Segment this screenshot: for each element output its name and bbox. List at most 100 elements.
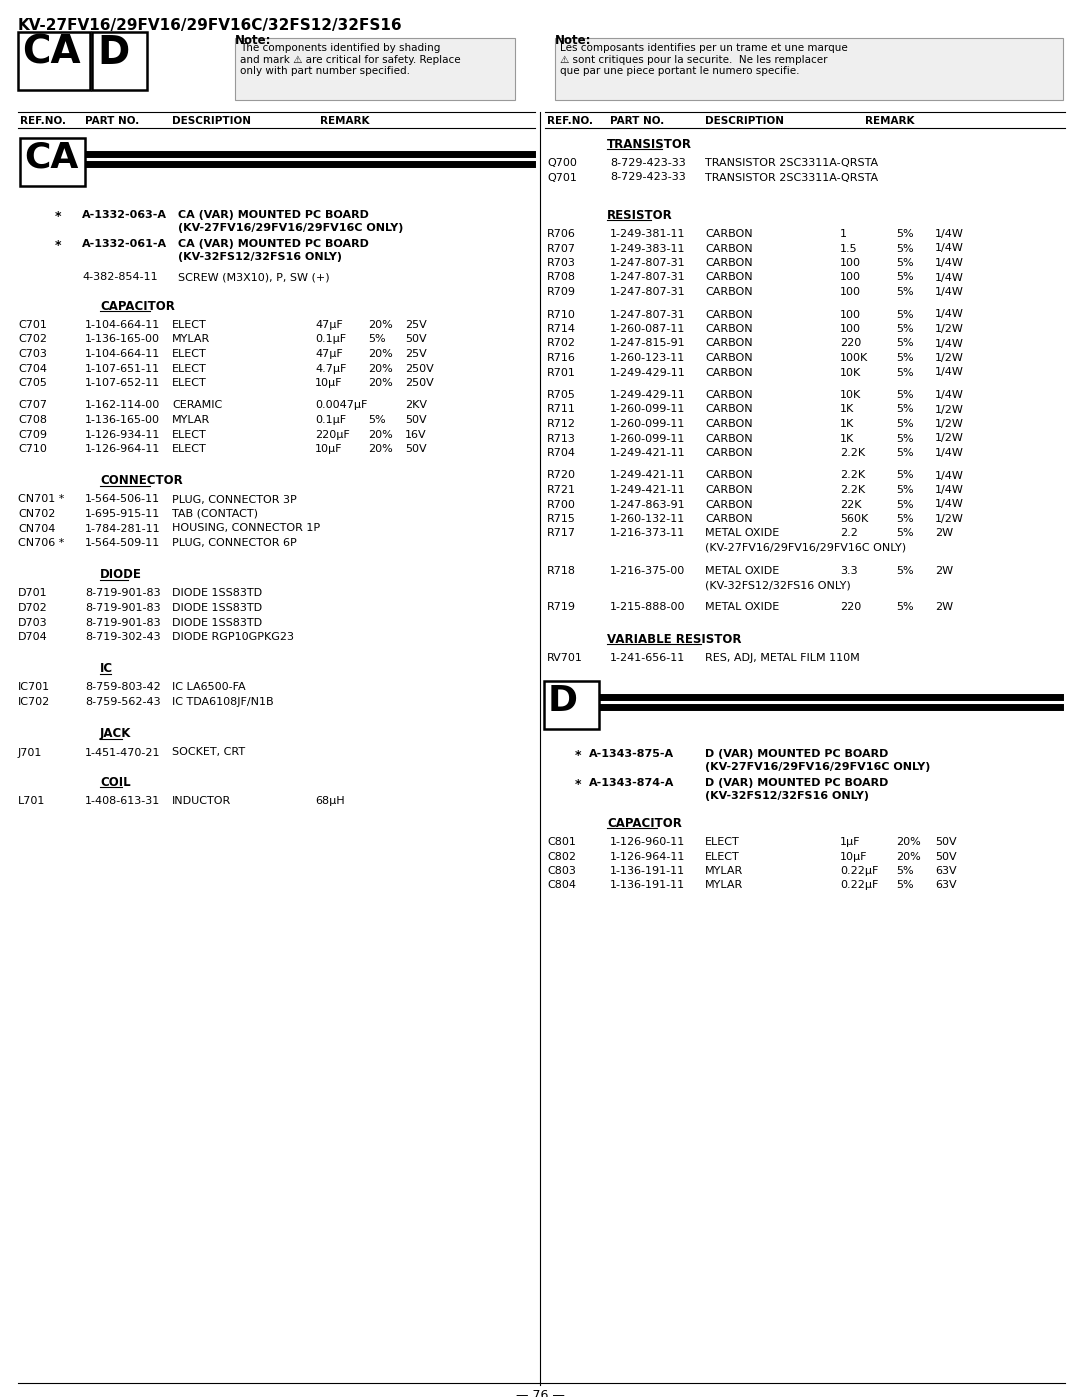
Text: C707: C707	[18, 401, 48, 411]
Text: J701: J701	[18, 747, 42, 757]
Text: Note:: Note:	[555, 34, 592, 47]
Text: D701: D701	[18, 588, 48, 598]
Text: 20%: 20%	[896, 837, 921, 847]
Text: 1/4W: 1/4W	[935, 448, 963, 458]
Text: R705: R705	[546, 390, 576, 400]
Text: 5%: 5%	[896, 390, 914, 400]
Text: 5%: 5%	[896, 566, 914, 576]
Text: 47μF: 47μF	[315, 349, 342, 359]
Text: 1-107-652-11: 1-107-652-11	[85, 379, 160, 388]
Text: 220μF: 220μF	[315, 429, 350, 440]
Text: 8-719-901-83: 8-719-901-83	[85, 604, 161, 613]
Text: *: *	[55, 210, 62, 224]
Text: CARBON: CARBON	[705, 324, 753, 334]
Text: MYLAR: MYLAR	[705, 880, 743, 890]
Text: 5%: 5%	[896, 514, 914, 524]
Text: 1-104-664-11: 1-104-664-11	[85, 349, 160, 359]
Text: 5%: 5%	[896, 866, 914, 876]
Text: 8-719-901-83: 8-719-901-83	[85, 617, 161, 627]
Text: 1-136-191-11: 1-136-191-11	[610, 866, 685, 876]
Text: 5%: 5%	[896, 602, 914, 612]
Text: A-1332-061-A: A-1332-061-A	[82, 239, 167, 249]
Text: C804: C804	[546, 880, 576, 890]
Text: DESCRIPTION: DESCRIPTION	[172, 116, 251, 126]
Text: JACK: JACK	[100, 728, 132, 740]
Text: 16V: 16V	[405, 429, 427, 440]
Text: CAPACITOR: CAPACITOR	[100, 300, 175, 313]
Text: 1-260-123-11: 1-260-123-11	[610, 353, 685, 363]
Text: 1/4W: 1/4W	[935, 338, 963, 348]
Text: 5%: 5%	[896, 229, 914, 239]
Text: R718: R718	[546, 566, 576, 576]
Bar	[544, 680, 599, 729]
Text: Note:: Note:	[235, 34, 271, 47]
Text: 1-247-863-91: 1-247-863-91	[610, 500, 686, 510]
Text: D (VAR) MOUNTED PC BOARD: D (VAR) MOUNTED PC BOARD	[705, 778, 889, 788]
Text: 50V: 50V	[935, 837, 957, 847]
Text: A-1343-875-A: A-1343-875-A	[589, 749, 674, 759]
Text: REMARK: REMARK	[865, 116, 915, 126]
Text: 1-104-664-11: 1-104-664-11	[85, 320, 160, 330]
Text: 8-729-423-33: 8-729-423-33	[610, 158, 686, 168]
Text: R714: R714	[546, 324, 576, 334]
Text: R719: R719	[546, 602, 576, 612]
Text: 0.1μF: 0.1μF	[315, 334, 346, 345]
Text: CARBON: CARBON	[705, 310, 753, 320]
Text: 100: 100	[840, 258, 861, 268]
Text: R707: R707	[546, 243, 576, 253]
Text: 2W: 2W	[935, 528, 954, 538]
Text: DIODE 1SS83TD: DIODE 1SS83TD	[172, 617, 262, 627]
Text: TRANSISTOR: TRANSISTOR	[607, 138, 692, 151]
Text: 0.22μF: 0.22μF	[840, 866, 878, 876]
Text: C802: C802	[546, 852, 576, 862]
Bar	[21, 138, 85, 186]
Text: 5%: 5%	[896, 338, 914, 348]
Text: 20%: 20%	[368, 429, 393, 440]
Text: CARBON: CARBON	[705, 258, 753, 268]
Text: CARBON: CARBON	[705, 390, 753, 400]
Text: 1/4W: 1/4W	[935, 286, 963, 298]
Text: 1-136-165-00: 1-136-165-00	[85, 415, 160, 425]
Text: Les composants identifies per un trame et une marque
⚠ sont critiques pour la se: Les composants identifies per un trame e…	[561, 43, 848, 77]
Text: 5%: 5%	[896, 353, 914, 363]
Text: CARBON: CARBON	[705, 229, 753, 239]
Text: 1/4W: 1/4W	[935, 310, 963, 320]
Text: C803: C803	[546, 866, 576, 876]
Text: R700: R700	[546, 500, 576, 510]
Text: METAL OXIDE: METAL OXIDE	[705, 602, 780, 612]
Text: MYLAR: MYLAR	[705, 866, 743, 876]
Text: 1-249-429-11: 1-249-429-11	[610, 367, 686, 377]
Bar	[235, 38, 515, 101]
Text: 8-759-562-43: 8-759-562-43	[85, 697, 161, 707]
Text: R717: R717	[546, 528, 576, 538]
Text: KV-27FV16/29FV16/29FV16C/32FS12/32FS16: KV-27FV16/29FV16/29FV16C/32FS12/32FS16	[18, 18, 403, 34]
Text: 10K: 10K	[840, 390, 861, 400]
Text: 220: 220	[840, 602, 861, 612]
Text: DIODE: DIODE	[100, 569, 141, 581]
Text: 100: 100	[840, 286, 861, 298]
Text: CARBON: CARBON	[705, 353, 753, 363]
Text: 10K: 10K	[840, 367, 861, 377]
Text: 1-249-421-11: 1-249-421-11	[610, 471, 686, 481]
Text: 1K: 1K	[840, 405, 854, 415]
Text: 1-126-960-11: 1-126-960-11	[610, 837, 685, 847]
Text: C710: C710	[18, 444, 46, 454]
Text: (KV-32FS12/32FS16 ONLY): (KV-32FS12/32FS16 ONLY)	[705, 791, 869, 800]
Text: (KV-27FV16/29FV16/29FV16C ONLY): (KV-27FV16/29FV16/29FV16C ONLY)	[178, 224, 403, 233]
Text: R708: R708	[546, 272, 576, 282]
Text: R715: R715	[546, 514, 576, 524]
Text: ELECT: ELECT	[172, 379, 206, 388]
Text: 10μF: 10μF	[840, 852, 867, 862]
Text: CN701 *: CN701 *	[18, 495, 65, 504]
Text: 5%: 5%	[896, 367, 914, 377]
Text: 2W: 2W	[935, 602, 954, 612]
Text: 5%: 5%	[896, 324, 914, 334]
Text: 20%: 20%	[368, 363, 393, 373]
Text: 1-451-470-21: 1-451-470-21	[85, 747, 161, 757]
Text: 5%: 5%	[896, 405, 914, 415]
Text: 5%: 5%	[896, 433, 914, 443]
Text: 1-215-888-00: 1-215-888-00	[610, 602, 686, 612]
Text: CARBON: CARBON	[705, 272, 753, 282]
Bar	[555, 38, 1063, 101]
Text: ELECT: ELECT	[172, 363, 206, 373]
